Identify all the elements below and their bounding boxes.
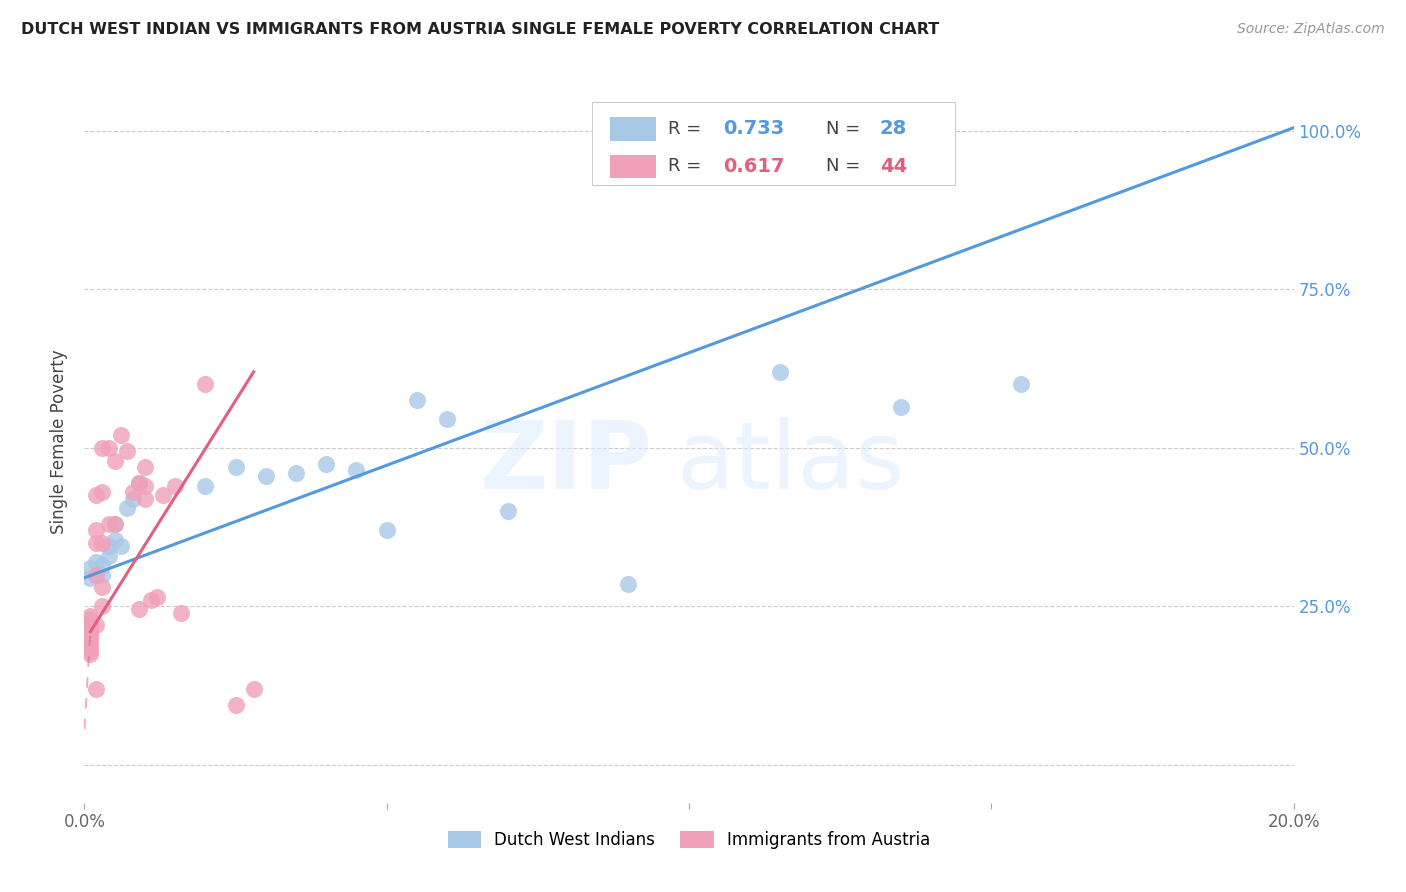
- Text: 0.617: 0.617: [723, 157, 785, 176]
- Point: [617, 577, 640, 591]
- Point: [79, 622, 101, 636]
- Text: Source: ZipAtlas.com: Source: ZipAtlas.com: [1237, 22, 1385, 37]
- Point: [86, 567, 108, 582]
- Point: [104, 516, 127, 531]
- Point: [79, 643, 101, 657]
- Point: [170, 606, 193, 620]
- Point: [79, 612, 101, 626]
- Point: [152, 488, 174, 502]
- Point: [86, 618, 108, 632]
- Point: [79, 561, 101, 575]
- Point: [285, 467, 308, 481]
- Text: R =: R =: [668, 120, 707, 138]
- Point: [128, 475, 150, 490]
- Point: [406, 393, 429, 408]
- Text: R =: R =: [668, 157, 707, 176]
- Point: [110, 539, 132, 553]
- Point: [79, 571, 101, 585]
- Point: [86, 555, 108, 569]
- Point: [79, 615, 101, 630]
- Point: [115, 444, 138, 458]
- Point: [346, 463, 368, 477]
- Point: [115, 501, 138, 516]
- Point: [225, 698, 247, 712]
- Point: [86, 488, 108, 502]
- Point: [86, 681, 108, 696]
- Point: [91, 441, 114, 455]
- Point: [121, 491, 143, 506]
- Text: DUTCH WEST INDIAN VS IMMIGRANTS FROM AUSTRIA SINGLE FEMALE POVERTY CORRELATION C: DUTCH WEST INDIAN VS IMMIGRANTS FROM AUS…: [21, 22, 939, 37]
- Text: N =: N =: [825, 157, 866, 176]
- Point: [165, 479, 187, 493]
- Point: [86, 567, 108, 582]
- Point: [104, 533, 127, 547]
- Point: [890, 400, 912, 414]
- Point: [79, 640, 101, 655]
- Point: [315, 457, 337, 471]
- Point: [134, 479, 156, 493]
- Point: [134, 459, 156, 474]
- Point: [128, 475, 150, 490]
- Point: [79, 628, 101, 642]
- Point: [79, 637, 101, 651]
- Y-axis label: Single Female Poverty: Single Female Poverty: [51, 350, 69, 533]
- Point: [104, 516, 127, 531]
- Point: [769, 365, 792, 379]
- Text: 0.733: 0.733: [723, 120, 785, 138]
- Point: [194, 479, 217, 493]
- Point: [97, 441, 120, 455]
- Point: [104, 453, 127, 467]
- Point: [79, 618, 101, 632]
- Point: [375, 523, 398, 537]
- Point: [91, 558, 114, 573]
- Point: [91, 599, 114, 614]
- Point: [97, 549, 120, 563]
- Point: [146, 590, 169, 604]
- Point: [128, 602, 150, 616]
- Text: 44: 44: [880, 157, 907, 176]
- Legend: Dutch West Indians, Immigrants from Austria: Dutch West Indians, Immigrants from Aust…: [441, 824, 936, 856]
- FancyBboxPatch shape: [610, 155, 657, 178]
- Point: [139, 593, 162, 607]
- FancyBboxPatch shape: [610, 118, 657, 141]
- Text: N =: N =: [825, 120, 866, 138]
- Point: [97, 516, 120, 531]
- Point: [1011, 377, 1033, 392]
- Point: [134, 491, 156, 506]
- Text: ZIP: ZIP: [479, 417, 652, 509]
- Point: [91, 536, 114, 550]
- Point: [225, 459, 247, 474]
- Point: [86, 536, 108, 550]
- Point: [79, 647, 101, 661]
- Point: [496, 504, 519, 518]
- Point: [79, 608, 101, 623]
- Point: [242, 681, 264, 696]
- Point: [97, 539, 120, 553]
- Point: [86, 523, 108, 537]
- Point: [91, 485, 114, 500]
- Point: [91, 567, 114, 582]
- Point: [79, 624, 101, 639]
- Point: [110, 428, 132, 442]
- Point: [91, 580, 114, 594]
- Point: [121, 485, 143, 500]
- Point: [79, 634, 101, 648]
- Point: [436, 412, 458, 426]
- Text: 28: 28: [880, 120, 907, 138]
- Point: [194, 377, 217, 392]
- Point: [79, 631, 101, 645]
- FancyBboxPatch shape: [592, 102, 955, 185]
- Text: atlas: atlas: [676, 417, 905, 509]
- Point: [254, 469, 277, 483]
